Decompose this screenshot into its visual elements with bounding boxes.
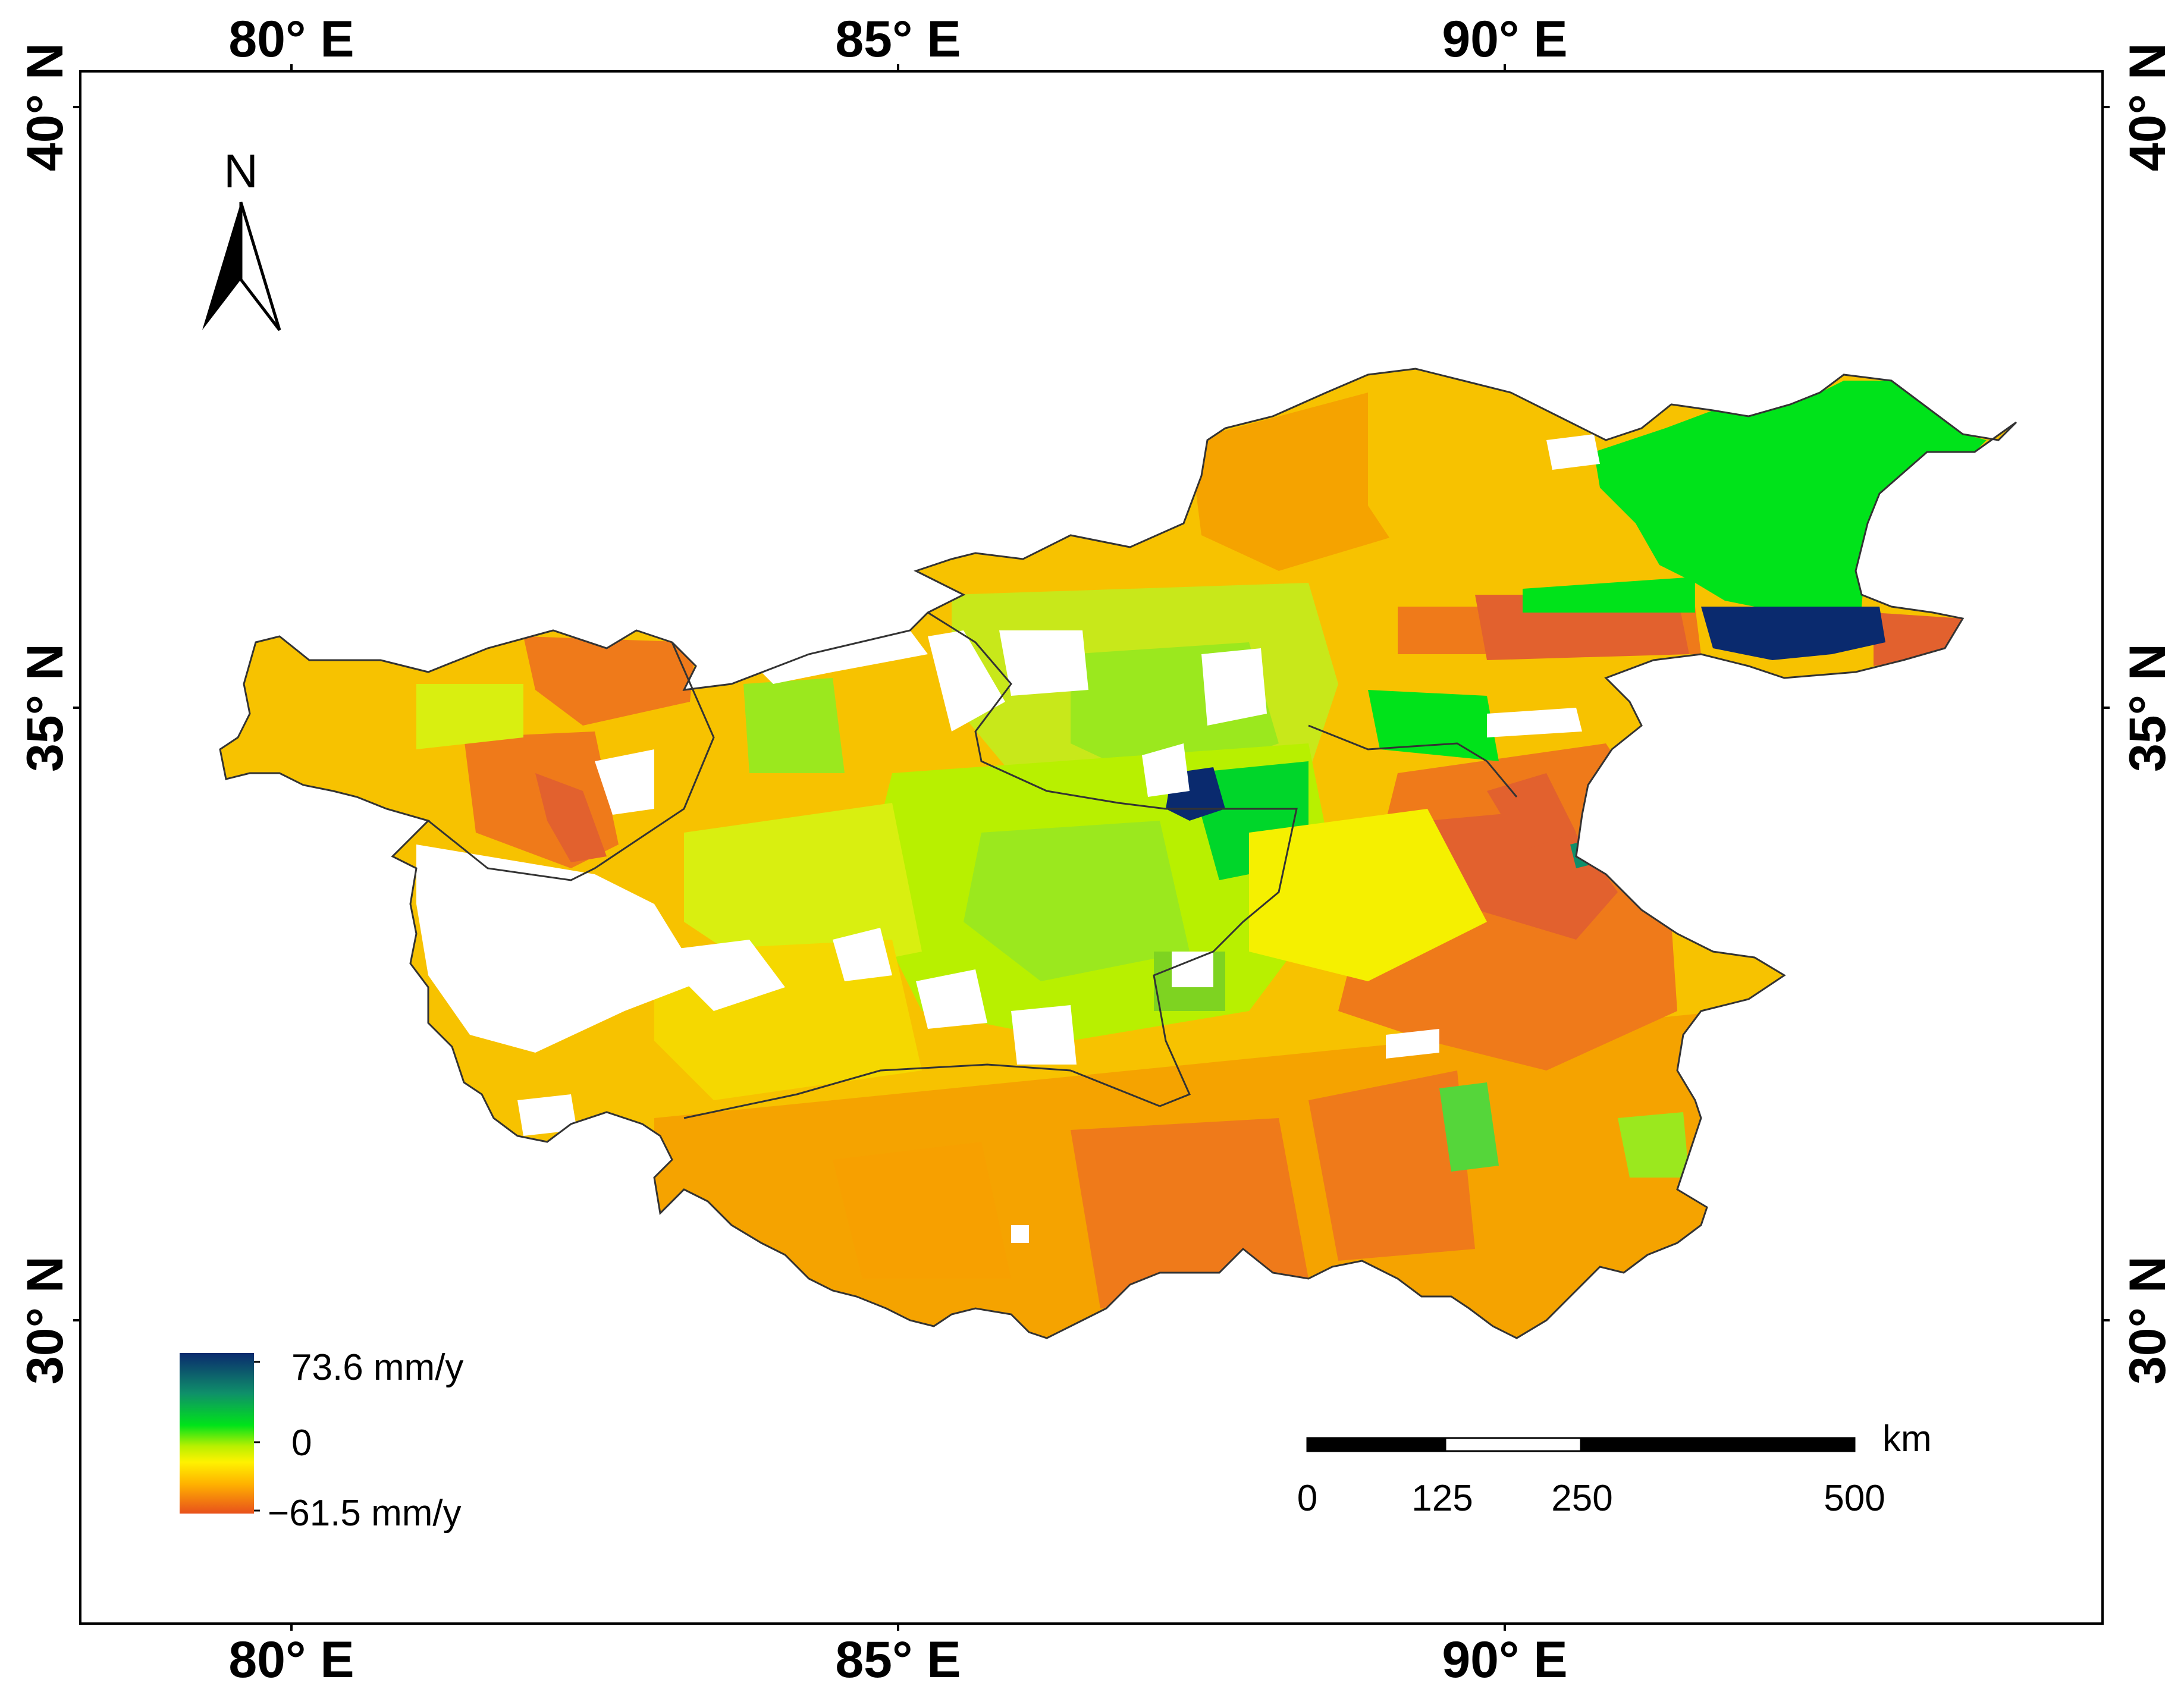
- legend: 73.6 mm/y 0 −61.5 mm/y: [180, 1347, 463, 1534]
- lon-label-top-90: 90° E: [1442, 11, 1567, 68]
- graticule-ticks: [73, 64, 2110, 1631]
- legend-color-ramp: [180, 1353, 254, 1514]
- lon-label-bottom-80: 80° E: [228, 1631, 354, 1688]
- lat-label-left-35: 35° N: [17, 643, 74, 772]
- lon-label-bottom-90: 90° E: [1442, 1631, 1567, 1688]
- scale-tick-125: 125: [1411, 1478, 1473, 1519]
- north-arrow-icon: N: [202, 145, 281, 331]
- lat-label-right-40: 40° N: [2119, 43, 2176, 171]
- scale-tick-250: 250: [1551, 1478, 1612, 1519]
- lat-label-right-30: 30° N: [2119, 1256, 2176, 1385]
- lon-label-top-80: 80° E: [228, 11, 354, 68]
- legend-max-label: 73.6 mm/y: [291, 1347, 463, 1388]
- scale-unit: km: [1882, 1418, 1932, 1459]
- scale-bar: km 0 125 250 500: [1297, 1418, 1932, 1519]
- lat-label-left-30: 30° N: [17, 1256, 74, 1385]
- lon-label-bottom-85: 85° E: [835, 1631, 961, 1688]
- north-label: N: [224, 145, 258, 197]
- lat-label-left-40: 40° N: [17, 43, 74, 171]
- lat-label-right-35: 35° N: [2119, 643, 2176, 772]
- legend-mid-label: 0: [291, 1423, 312, 1464]
- lon-label-top-85: 85° E: [835, 11, 961, 68]
- scale-tick-500: 500: [1824, 1478, 1885, 1519]
- scale-tick-0: 0: [1297, 1478, 1317, 1519]
- legend-min-label: −61.5 mm/y: [268, 1493, 462, 1534]
